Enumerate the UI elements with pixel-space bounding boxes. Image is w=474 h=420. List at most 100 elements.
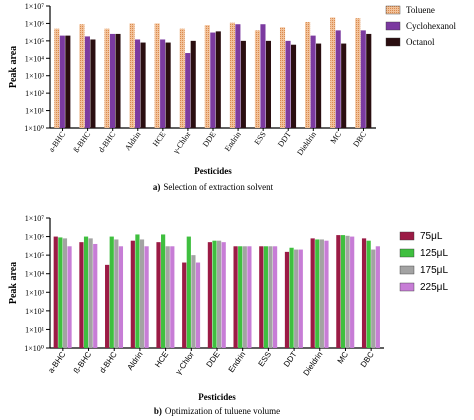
- legend-swatch: [399, 282, 415, 292]
- y-tick-label: 1×10⁷: [25, 2, 45, 11]
- y-tick-label: 1×10²: [25, 89, 45, 98]
- y-tick-label: 1×10³: [25, 288, 45, 297]
- bar-125l: [263, 246, 268, 348]
- bar-175l: [114, 239, 119, 348]
- bar-cyclohexanol: [210, 32, 216, 129]
- legend-swatch: [385, 37, 401, 47]
- bar-75l: [53, 236, 58, 348]
- bar-125l: [83, 236, 89, 348]
- bar-octanol: [65, 35, 71, 128]
- bar-cyclohexanol: [59, 35, 65, 128]
- legend-label: Cyclohexanol: [406, 21, 456, 31]
- bar-225l: [221, 242, 226, 348]
- bar-cyclohexanol: [109, 33, 116, 128]
- bar-octanol: [341, 43, 347, 128]
- legend-swatch: [399, 231, 415, 241]
- bar-125l: [161, 234, 166, 348]
- bar-125l: [212, 240, 217, 348]
- legend-label: 75μL: [420, 231, 443, 242]
- y-tick-label: 1×10¹: [25, 107, 45, 116]
- bar-octanol: [165, 42, 171, 129]
- caption-text: Optimization of tuluene volume: [165, 406, 280, 416]
- caption-prefix: b): [154, 406, 162, 416]
- bar-octanol: [190, 40, 196, 128]
- bar-cyclohexanol: [310, 35, 316, 128]
- x-tick-label: HCE: [151, 130, 168, 148]
- x-tick-label: γ-Chlor: [171, 130, 193, 156]
- bar-octanol: [115, 33, 121, 128]
- bar-toluene: [355, 18, 361, 128]
- x-tick-label: ß-BHC: [72, 350, 94, 375]
- bar-225l: [375, 246, 380, 348]
- bar-cyclohexanol: [185, 53, 191, 128]
- caption-prefix: a): [153, 182, 161, 192]
- bar-toluene: [330, 17, 336, 128]
- legend-label: 125μL: [420, 248, 448, 259]
- x-tick-label: Dieldrin: [295, 130, 318, 157]
- bar-225l: [118, 246, 124, 348]
- bar-125l: [366, 240, 371, 348]
- bar-175l: [268, 246, 273, 348]
- bar-175l: [294, 249, 299, 348]
- bar-toluene: [179, 28, 185, 128]
- bar-225l: [195, 262, 201, 348]
- bar-75l: [336, 235, 341, 348]
- x-tick-label: Endrin: [223, 130, 243, 153]
- bar-toluene: [305, 22, 311, 129]
- bar-75l: [310, 238, 315, 348]
- bar-125l: [58, 237, 63, 348]
- legend-swatch: [385, 21, 401, 31]
- y-axis-title: Peak area: [8, 262, 19, 304]
- y-tick-label: 1×10⁰: [24, 344, 44, 353]
- bar-octanol: [366, 33, 372, 128]
- y-tick-label: 1×10⁴: [25, 270, 45, 279]
- bar-toluene: [229, 22, 235, 129]
- bar-cyclohexanol: [285, 40, 291, 128]
- bar-octanol: [316, 43, 322, 128]
- legend-swatch: [399, 248, 415, 258]
- x-tick-label: Aldrin: [123, 130, 142, 152]
- bar-octanol: [140, 42, 146, 129]
- x-tick-label: ESS: [253, 130, 268, 146]
- x-tick-label: γ-Chlor: [174, 350, 196, 377]
- bar-toluene: [129, 23, 135, 128]
- bar-175l: [139, 239, 145, 348]
- chart-panel-a: 1×10⁰ 1×10¹ 1×10² 1×10³ 1×10⁴ 1×10⁵ 1×10⁶ 1×10⁷…: [8, 2, 456, 192]
- bar-75l: [361, 238, 367, 348]
- bar-toluene: [104, 28, 110, 128]
- x-tick-label: DDE: [205, 350, 222, 369]
- y-tick-label: 1×10⁴: [25, 54, 45, 63]
- bar-toluene: [254, 30, 261, 128]
- bar-octanol: [215, 31, 221, 128]
- x-tick-label: MC: [336, 350, 351, 366]
- x-tick-label: d-BHC: [98, 350, 119, 375]
- x-tick-label: MC: [329, 130, 344, 145]
- bar-octanol: [290, 44, 297, 128]
- x-tick-label: HCE: [153, 350, 170, 369]
- legend-swatch: [385, 5, 401, 15]
- y-tick-label: 1×10⁶: [25, 233, 45, 242]
- bar-octanol: [265, 40, 272, 128]
- bar-225l: [298, 249, 303, 348]
- y-tick-label: 1×10⁰: [24, 124, 44, 133]
- bar-225l: [93, 243, 98, 348]
- x-tick-label: Aldrin: [125, 350, 144, 372]
- bar-75l: [105, 264, 110, 348]
- bar-75l: [182, 262, 187, 348]
- x-tick-label: ESS: [256, 350, 273, 368]
- bar-175l: [371, 249, 376, 348]
- x-axis-title: Pesticides: [194, 166, 232, 176]
- bar-125l: [315, 239, 320, 348]
- x-tick-label: Endrin: [227, 350, 248, 374]
- chart-panel-b: 1×10⁰ 1×10¹ 1×10² 1×10³ 1×10⁴ 1×10⁵ 1×10⁶ 1×10⁷…: [8, 214, 448, 416]
- bar-cyclohexanol: [135, 39, 141, 128]
- y-tick-label: 1×10⁷: [25, 214, 45, 223]
- bar-octanol: [90, 39, 96, 128]
- x-axis-title: Pesticides: [198, 392, 236, 402]
- legend-label: 225μL: [420, 282, 448, 293]
- bar-175l: [319, 239, 324, 348]
- chart-caption: b) Optimization of tuluene volume: [154, 406, 280, 416]
- bar-cyclohexanol: [235, 24, 241, 128]
- legend-swatch: [399, 265, 415, 275]
